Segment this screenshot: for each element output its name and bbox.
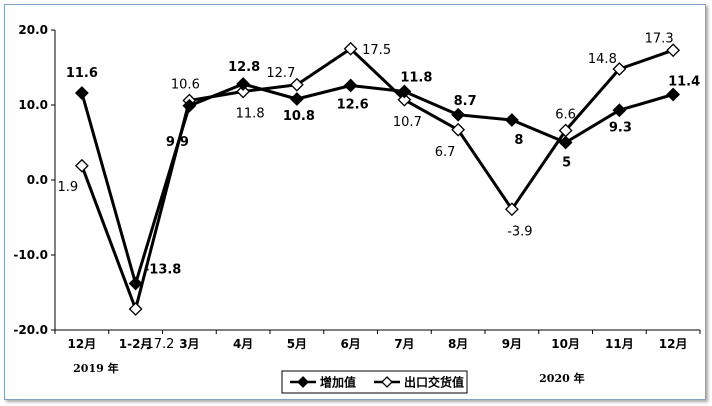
x-tick-label: 1-2月 (119, 337, 153, 351)
data-label-added-value: 12.6 (337, 98, 369, 113)
data-point-added-value (612, 103, 627, 118)
legend-item-added-value-marker (297, 376, 309, 388)
data-label-export-value: 17.5 (362, 43, 391, 58)
data-label-export-value: 17.3 (645, 31, 674, 46)
data-point-added-value (128, 276, 143, 291)
data-point-added-value (343, 78, 358, 93)
data-point-added-value (504, 113, 519, 127)
data-label-export-value: -17.2 (141, 337, 175, 352)
legend-item-export-value-label: 出口交货值 (404, 375, 464, 390)
data-point-export-value (74, 158, 89, 173)
legend-item-added-value-label: 增加值 (320, 375, 356, 390)
data-label-added-value: 11.8 (400, 71, 432, 86)
data-point-export-value (343, 41, 358, 56)
data-point-export-value (236, 84, 251, 99)
data-label-export-value: 10.7 (393, 115, 422, 130)
data-label-added-value: 11.4 (668, 75, 700, 90)
data-label-added-value: 5 (562, 156, 571, 171)
data-label-export-value: -3.9 (507, 224, 532, 239)
x-tick-label: 5月 (287, 337, 307, 351)
data-label-added-value: 8.7 (454, 94, 477, 109)
data-label-added-value: -13.8 (144, 263, 181, 278)
data-point-export-value (128, 302, 143, 316)
data-point-added-value (666, 87, 681, 102)
data-label-export-value: 11.8 (236, 107, 265, 122)
data-label-export-value: 14.8 (588, 52, 617, 67)
x-tick-label: 10月 (551, 337, 580, 351)
data-label-added-value: 9.9 (166, 135, 189, 150)
data-point-added-value (397, 84, 412, 99)
data-point-added-value (289, 92, 304, 106)
data-label-added-value: 11.6 (66, 66, 98, 81)
data-point-added-value (74, 86, 89, 100)
year-label-2020: 2020 年 (539, 371, 584, 385)
x-tick-label: 6月 (340, 337, 360, 351)
data-point-added-value (182, 98, 197, 113)
x-tick-label: 11月 (605, 337, 634, 351)
x-tick-label: 12月 (68, 337, 97, 351)
data-point-added-value (236, 77, 251, 91)
x-tick-label: 7月 (394, 337, 414, 351)
chart-frame (4, 4, 706, 400)
legend-item-export-value-marker (381, 376, 393, 388)
year-label-2019: 2019 年 (73, 361, 118, 375)
y-tick-label: -10.0 (13, 248, 48, 262)
x-tick-label: 4月 (233, 337, 253, 351)
data-label-added-value: 12.8 (228, 60, 260, 75)
data-point-export-value (612, 62, 627, 76)
data-label-export-value: 6.7 (435, 145, 456, 160)
y-tick-label: 0.0 (27, 173, 48, 187)
data-label-added-value: 8 (514, 133, 523, 148)
data-point-export-value (451, 122, 466, 137)
x-tick-label: 8月 (448, 337, 468, 351)
series-line-added-value (80, 82, 674, 285)
data-label-export-value: 10.6 (171, 78, 200, 93)
x-tick-label: 12月 (659, 337, 688, 351)
y-tick-label: 20.0 (18, 23, 48, 37)
data-point-export-value (289, 77, 304, 92)
data-label-added-value: 9.3 (609, 120, 632, 135)
y-tick-label: -20.0 (13, 323, 48, 337)
x-tick-label: 3月 (179, 337, 199, 351)
data-point-added-value (451, 107, 466, 122)
data-point-export-value (397, 92, 412, 107)
data-label-export-value: 1.9 (58, 180, 79, 195)
data-point-export-value (666, 43, 681, 58)
data-label-added-value: 10.8 (283, 109, 315, 124)
data-label-export-value: 12.7 (266, 66, 295, 81)
y-tick-label: 10.0 (18, 98, 48, 112)
x-tick-label: 9月 (502, 337, 522, 351)
data-label-export-value: 6.6 (555, 108, 576, 123)
data-point-added-value (558, 135, 573, 150)
data-point-export-value (504, 202, 519, 217)
